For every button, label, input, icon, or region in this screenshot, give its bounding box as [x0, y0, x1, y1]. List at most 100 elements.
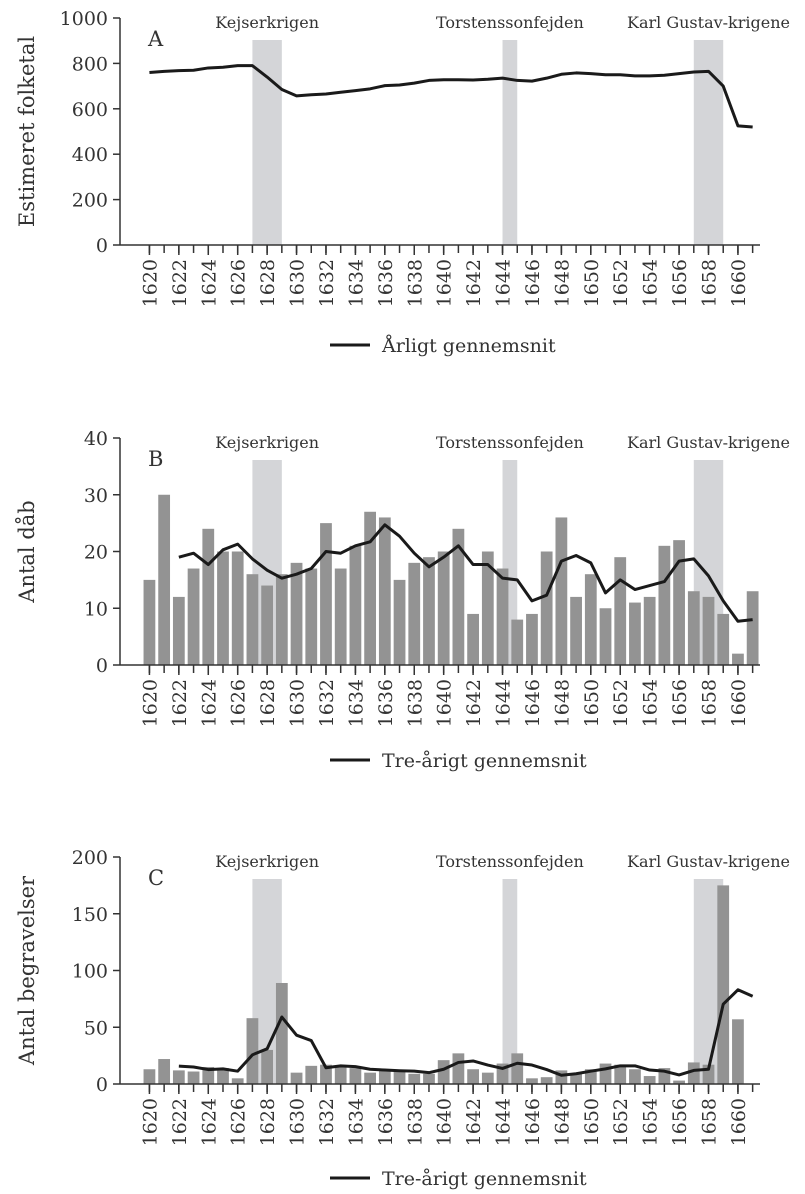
x-tick-label: 1620 [139, 259, 161, 307]
x-tick-label: 1646 [522, 259, 544, 307]
bar [143, 1069, 156, 1084]
bar [702, 596, 715, 665]
y-tick-label: 800 [72, 53, 108, 75]
bar [673, 540, 685, 665]
bar [364, 1072, 376, 1084]
bar [202, 528, 215, 665]
x-tick-label: 1634 [345, 679, 367, 727]
war-span [252, 40, 282, 245]
panel-label: A [147, 27, 164, 51]
bar [246, 574, 259, 665]
x-tick-label: 1630 [287, 1098, 309, 1146]
bar [526, 1078, 538, 1084]
bar [275, 982, 288, 1084]
bar [481, 551, 494, 665]
bar [320, 1064, 332, 1084]
bar [467, 613, 479, 665]
bar [246, 1018, 259, 1084]
x-tick-label: 1658 [699, 1098, 721, 1146]
x-tick-label: 1642 [463, 679, 485, 727]
legend-label: Tre-årigt gennemsnit [382, 1168, 587, 1190]
y-tick-label: 20 [84, 542, 108, 564]
x-tick-label: 1638 [404, 1098, 426, 1146]
bar [437, 551, 450, 665]
x-tick-label: 1644 [493, 679, 515, 727]
x-tick-label: 1648 [551, 679, 573, 727]
bar [231, 551, 244, 665]
x-tick-label: 1632 [316, 259, 338, 307]
x-tick-label: 1638 [404, 679, 426, 727]
bar [555, 517, 568, 665]
x-tick-label: 1660 [728, 1098, 750, 1146]
x-tick-label: 1642 [463, 259, 485, 307]
bar [629, 602, 641, 665]
x-tick-label: 1650 [581, 1098, 603, 1146]
bar [320, 523, 332, 665]
y-axis-label: Antal begravelser [15, 875, 39, 1066]
x-tick-label: 1640 [434, 1098, 456, 1146]
bar [378, 1069, 391, 1084]
x-tick-label: 1646 [522, 1098, 544, 1146]
y-tick-label: 400 [72, 144, 108, 166]
war-label: Torstenssonfejden [436, 13, 584, 32]
war-span [502, 40, 518, 245]
x-tick-label: 1624 [198, 679, 220, 727]
x-tick-label: 1626 [228, 1098, 250, 1146]
x-tick-label: 1628 [257, 679, 279, 727]
y-tick-label: 40 [84, 428, 108, 450]
x-tick-label: 1644 [493, 1098, 515, 1146]
x-tick-label: 1632 [316, 679, 338, 727]
bar [187, 568, 200, 665]
x-tick-label: 1656 [669, 259, 691, 307]
bar [172, 1070, 185, 1084]
bar [584, 574, 597, 665]
x-tick-label: 1654 [640, 1098, 662, 1146]
bar [393, 579, 406, 665]
x-tick-label: 1652 [610, 679, 632, 727]
x-tick-label: 1640 [434, 679, 456, 727]
x-tick-label: 1628 [257, 259, 279, 307]
y-tick-label: 1000 [60, 8, 108, 30]
bar [349, 1068, 362, 1084]
panel-label: C [148, 866, 164, 890]
bar [481, 1072, 494, 1084]
x-tick-label: 1634 [345, 259, 367, 307]
bar [511, 619, 524, 665]
bar [496, 568, 509, 665]
bar [746, 591, 759, 665]
x-tick-label: 1634 [345, 1098, 367, 1146]
x-tick-label: 1626 [228, 679, 250, 727]
x-tick-label: 1622 [169, 679, 191, 727]
bar [158, 1059, 171, 1084]
bar [452, 528, 465, 665]
x-tick-label: 1636 [375, 679, 397, 727]
bar [526, 613, 538, 665]
x-tick-label: 1650 [581, 679, 603, 727]
x-tick-label: 1658 [699, 679, 721, 727]
x-tick-label: 1654 [640, 259, 662, 307]
x-tick-label: 1630 [287, 679, 309, 727]
legend-label: Årligt gennemsnit [381, 335, 556, 357]
bar [408, 1073, 421, 1084]
x-tick-label: 1622 [169, 259, 191, 307]
x-tick-label: 1630 [287, 259, 309, 307]
bar [423, 557, 435, 665]
x-tick-label: 1636 [375, 1098, 397, 1146]
bar [511, 1053, 524, 1084]
y-axis-label: Estimeret folketal [15, 36, 39, 227]
x-tick-label: 1644 [493, 259, 515, 307]
bar [643, 1076, 656, 1084]
x-tick-label: 1636 [375, 259, 397, 307]
x-tick-label: 1632 [316, 1098, 338, 1146]
bar [305, 1065, 318, 1084]
bar [717, 885, 730, 1084]
x-tick-label: 1658 [699, 259, 721, 307]
y-tick-label: 600 [72, 99, 108, 121]
bar [673, 1080, 685, 1084]
bar [540, 551, 553, 665]
y-tick-label: 200 [72, 847, 108, 869]
bar [570, 596, 582, 665]
bar [687, 1062, 700, 1084]
war-label: Torstenssonfejden [436, 852, 584, 871]
x-tick-label: 1652 [610, 259, 632, 307]
